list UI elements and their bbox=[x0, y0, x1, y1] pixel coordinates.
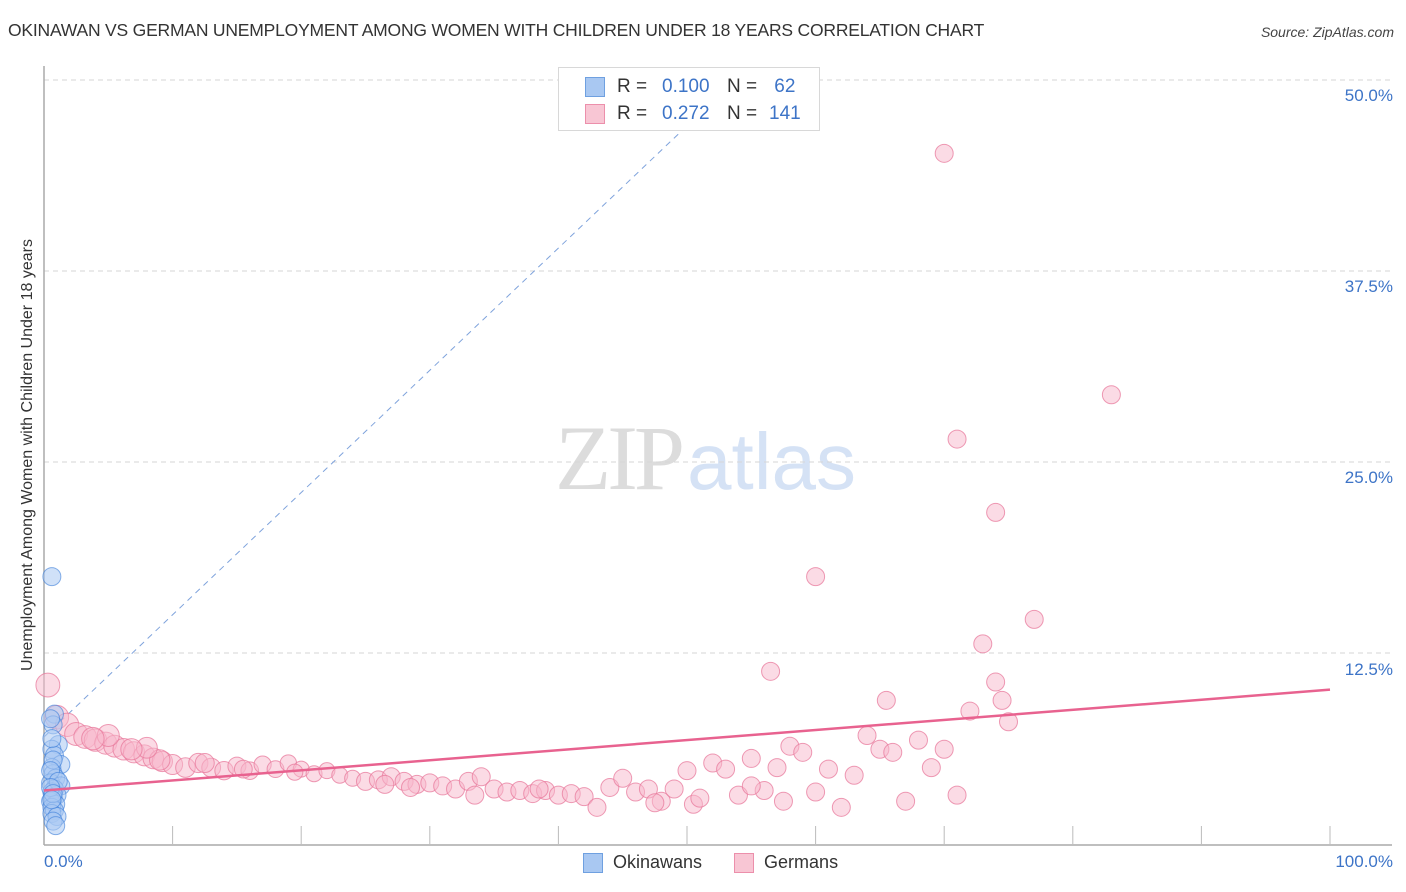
german-point bbox=[999, 712, 1018, 732]
german-point bbox=[1024, 609, 1044, 629]
german-point bbox=[529, 779, 549, 799]
legend-item-germans[interactable]: Germans bbox=[734, 852, 838, 873]
german-point bbox=[831, 797, 851, 817]
y-tick-50: 50.0% bbox=[1344, 86, 1393, 105]
german-point bbox=[947, 785, 967, 805]
legend-label: Germans bbox=[764, 852, 839, 872]
legend-item-okinawans[interactable]: Okinawans bbox=[583, 852, 702, 873]
axes bbox=[43, 66, 1392, 846]
okinawan-point bbox=[42, 567, 62, 587]
n-value: 62 bbox=[769, 76, 796, 97]
r-value: 0.100 bbox=[662, 76, 710, 97]
german-point bbox=[613, 768, 633, 788]
okinawan-point bbox=[46, 816, 66, 836]
r-label: R = bbox=[617, 103, 648, 124]
german-point bbox=[986, 502, 1006, 522]
german-point bbox=[716, 759, 736, 779]
german-point bbox=[934, 739, 954, 759]
german-point bbox=[761, 661, 781, 681]
german-point bbox=[986, 672, 1006, 692]
german-point bbox=[793, 742, 813, 762]
okinawan-points bbox=[41, 567, 71, 836]
german-point bbox=[677, 761, 697, 781]
okinawan-point bbox=[41, 709, 61, 729]
german-point bbox=[921, 758, 941, 778]
chart-title: OKINAWAN VS GERMAN UNEMPLOYMENT AMONG WO… bbox=[8, 20, 985, 40]
german-point bbox=[767, 758, 787, 778]
germans-swatch-icon bbox=[585, 104, 605, 124]
y-axis-label: Unemployment Among Women with Children U… bbox=[19, 239, 36, 671]
german-point bbox=[973, 634, 993, 654]
n-label: N = bbox=[727, 103, 758, 124]
german-point bbox=[120, 738, 143, 761]
german-point bbox=[947, 429, 967, 449]
stats-legend-row-germans: R = 0.272 N = 141 bbox=[585, 101, 801, 127]
germans-swatch-icon bbox=[734, 852, 755, 873]
german-point bbox=[844, 765, 864, 785]
stats-legend-row-okinawans: R = 0.100 N = 62 bbox=[585, 74, 795, 100]
legend-label: Okinawans bbox=[613, 852, 703, 872]
x-tick-min: 0.0% bbox=[44, 852, 83, 871]
german-point bbox=[81, 726, 105, 751]
okinawans-swatch-icon bbox=[585, 77, 605, 97]
german-point bbox=[857, 726, 877, 746]
r-value: 0.272 bbox=[662, 103, 710, 124]
german-point bbox=[908, 730, 928, 750]
r-label: R = bbox=[617, 76, 648, 97]
y-tick-37-5: 37.5% bbox=[1344, 277, 1393, 296]
german-point bbox=[883, 742, 903, 762]
stats-legend: R = 0.100 N = 62 R = 0.272 N = 141 bbox=[558, 67, 820, 131]
german-point bbox=[471, 767, 491, 787]
source-label: Source: ZipAtlas.com bbox=[1260, 24, 1394, 40]
german-point bbox=[587, 797, 607, 817]
x-tick-max: 100.0% bbox=[1335, 852, 1393, 871]
y-tick-12-5: 12.5% bbox=[1344, 660, 1393, 679]
german-point bbox=[664, 779, 684, 799]
german-point bbox=[934, 143, 954, 163]
n-value: 141 bbox=[769, 103, 801, 124]
okinawans-swatch-icon bbox=[583, 852, 603, 873]
okinawan-trend-line bbox=[43, 125, 688, 738]
german-point bbox=[375, 774, 395, 794]
german-point bbox=[896, 791, 916, 811]
german-point bbox=[992, 690, 1012, 710]
german-point bbox=[741, 776, 761, 796]
german-point bbox=[690, 788, 710, 808]
german-point bbox=[401, 777, 421, 797]
german-point bbox=[806, 567, 826, 587]
german-point bbox=[194, 753, 215, 774]
german-point bbox=[741, 748, 761, 768]
german-point bbox=[35, 672, 61, 698]
german-trend bbox=[43, 688, 1331, 792]
german-point bbox=[876, 690, 896, 710]
n-label: N = bbox=[727, 76, 758, 97]
y-tick-25: 25.0% bbox=[1344, 468, 1393, 487]
gridlines bbox=[44, 79, 1392, 654]
german-point bbox=[600, 777, 620, 797]
german-trend-line bbox=[43, 688, 1331, 792]
okinawan-point bbox=[42, 790, 62, 810]
okinawan-point bbox=[42, 729, 62, 749]
german-point bbox=[574, 787, 594, 807]
german-point bbox=[645, 793, 665, 813]
german-point bbox=[818, 759, 838, 779]
german-point bbox=[773, 791, 793, 811]
german-point bbox=[465, 785, 485, 805]
okinawan-trend bbox=[43, 125, 688, 738]
german-points bbox=[35, 143, 1121, 817]
german-point bbox=[728, 785, 748, 805]
series-legend: Okinawans Germans bbox=[583, 852, 870, 873]
german-point bbox=[1101, 385, 1121, 405]
german-point bbox=[960, 701, 980, 721]
german-point bbox=[806, 782, 826, 802]
